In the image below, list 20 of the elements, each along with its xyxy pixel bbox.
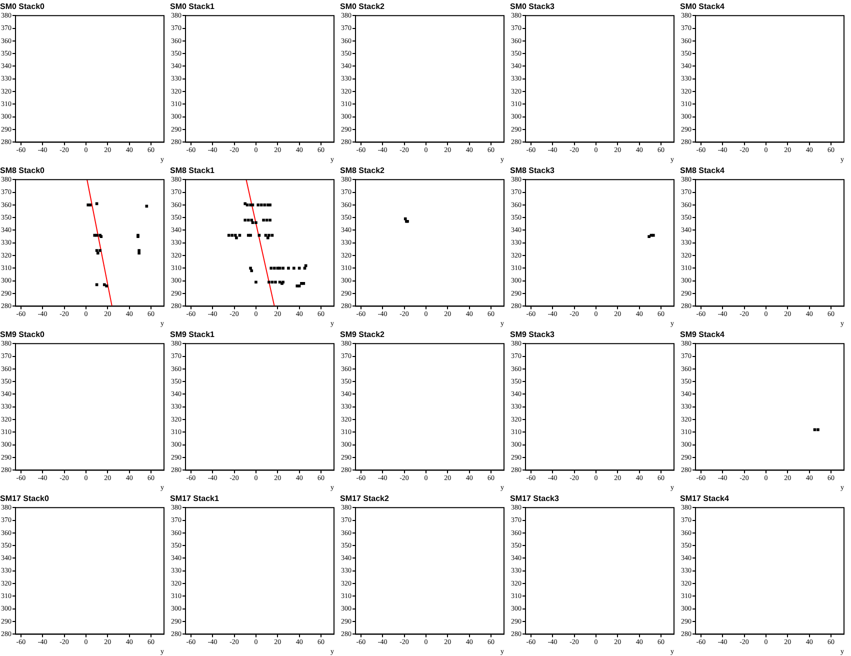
chart-title: SM8 Stack2 xyxy=(340,166,386,176)
chart-title: SM9 Stack2 xyxy=(340,330,386,340)
chart-title: SM17 Stack2 xyxy=(340,494,390,504)
chart-title: SM0 Stack4 xyxy=(680,2,726,12)
chart-title: SM0 Stack1 xyxy=(170,2,216,12)
chart-title: SM8 Stack0 xyxy=(0,166,46,176)
chart-title: SM9 Stack0 xyxy=(0,330,46,340)
chart-title: SM17 Stack3 xyxy=(510,494,560,504)
chart-title: SM0 Stack2 xyxy=(340,2,386,12)
chart-title: SM9 Stack1 xyxy=(170,330,216,340)
chart-title: SM8 Stack3 xyxy=(510,166,556,176)
chart-title: SM8 Stack1 xyxy=(170,166,216,176)
chart-title: SM0 Stack3 xyxy=(510,2,556,12)
chart-title: SM17 Stack0 xyxy=(0,494,50,504)
chart-title: SM17 Stack1 xyxy=(170,494,220,504)
chart-title: SM17 Stack4 xyxy=(680,494,730,504)
chart-title: SM0 Stack0 xyxy=(0,2,46,12)
chart-title: SM9 Stack3 xyxy=(510,330,556,340)
chart-title: SM8 Stack4 xyxy=(680,166,726,176)
chart-title: SM9 Stack4 xyxy=(680,330,726,340)
